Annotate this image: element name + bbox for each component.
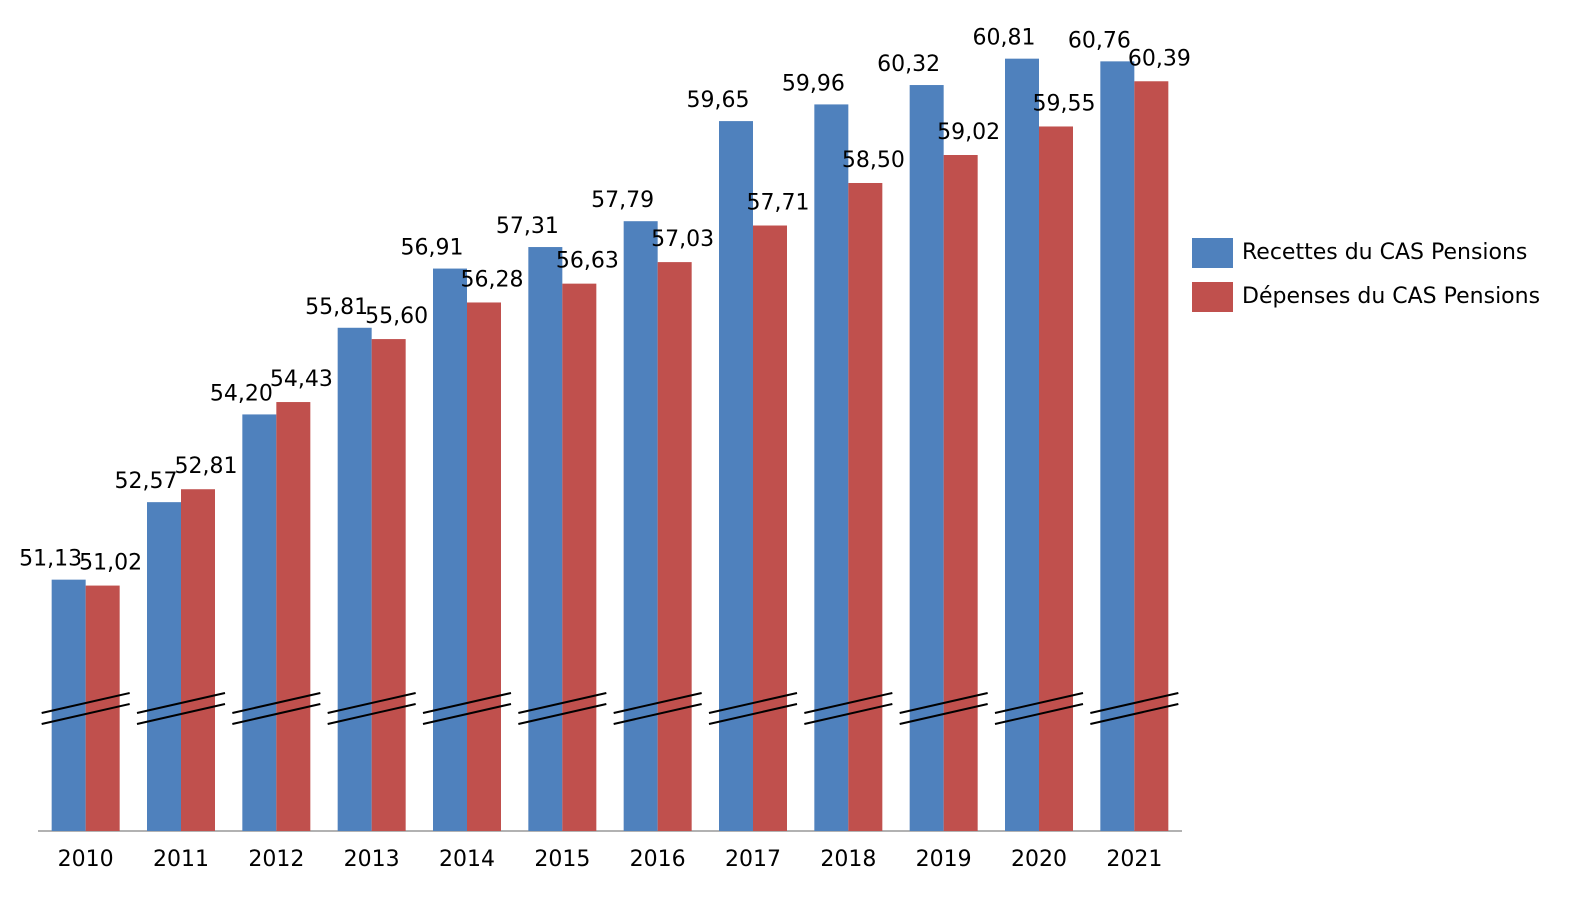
value-label: 59,65	[687, 88, 750, 113]
axis-break	[41, 692, 130, 714]
bar	[433, 268, 467, 831]
x-tick-label: 2010	[58, 847, 114, 872]
bar	[943, 155, 978, 831]
x-tick-label: 2011	[153, 847, 209, 872]
value-label: 51,02	[79, 551, 142, 576]
bar	[147, 502, 181, 831]
axis-break	[994, 692, 1084, 714]
legend-swatch	[1192, 282, 1233, 312]
legend-swatch	[1192, 238, 1233, 268]
x-tick-label: 2021	[1106, 847, 1162, 872]
value-label: 57,79	[591, 188, 654, 213]
value-label: 54,20	[210, 381, 273, 406]
bar	[909, 85, 944, 831]
value-label: 52,57	[115, 469, 178, 494]
value-label: 54,43	[270, 367, 333, 392]
bar	[562, 283, 597, 831]
axis-break	[613, 703, 702, 725]
axis-break	[518, 703, 607, 725]
value-label: 57,31	[496, 214, 559, 239]
axis-break	[232, 692, 321, 714]
value-label: 57,71	[747, 191, 810, 216]
bar	[528, 247, 563, 832]
axis-break	[708, 692, 798, 714]
x-tick-label: 2015	[534, 847, 590, 872]
axis-break	[899, 692, 988, 714]
bar	[657, 262, 692, 831]
bar	[1100, 61, 1135, 832]
axis-break	[708, 703, 798, 725]
value-label: 56,91	[401, 236, 464, 261]
bar	[242, 414, 277, 831]
axis-break	[613, 692, 702, 714]
axis-break	[136, 703, 226, 725]
bar	[719, 121, 753, 832]
bar	[1039, 126, 1073, 831]
value-label: 52,81	[175, 454, 238, 479]
value-label: 55,60	[365, 304, 428, 329]
bar	[814, 104, 849, 832]
axis-break	[899, 703, 988, 725]
value-label: 51,13	[19, 547, 82, 572]
value-label: 60,39	[1128, 46, 1191, 71]
legend-label: Dépenses du CAS Pensions	[1242, 284, 1540, 309]
bar	[371, 339, 406, 831]
value-label: 56,28	[461, 267, 524, 292]
value-label: 59,96	[782, 71, 845, 96]
bar	[623, 221, 658, 831]
x-tick-label: 2016	[630, 847, 686, 872]
axis-break	[422, 703, 512, 725]
axis-break	[232, 703, 321, 725]
axis-break	[422, 692, 512, 714]
x-tick-label: 2017	[725, 847, 781, 872]
axis-break	[327, 703, 416, 725]
axis-break	[518, 692, 607, 714]
x-tick-label: 2020	[1011, 847, 1067, 872]
axis-break	[136, 692, 226, 714]
bar	[467, 302, 501, 831]
axis-break	[804, 703, 893, 725]
axis-break	[327, 692, 416, 714]
axis-break	[994, 703, 1084, 725]
x-tick-label: 2012	[248, 847, 304, 872]
value-label: 55,81	[305, 295, 368, 320]
legend-label: Recettes du CAS Pensions	[1242, 240, 1527, 265]
bar	[753, 225, 787, 832]
x-tick-label: 2013	[344, 847, 400, 872]
value-label: 60,76	[1068, 28, 1131, 53]
axis-break	[804, 692, 893, 714]
value-label: 59,02	[937, 120, 1000, 145]
axis-break	[1090, 703, 1179, 725]
value-label: 59,55	[1033, 91, 1096, 116]
axis-break	[1090, 692, 1179, 714]
value-label: 56,63	[556, 249, 619, 274]
value-label: 60,81	[973, 26, 1036, 51]
x-tick-label: 2018	[820, 847, 876, 872]
bar	[181, 489, 215, 831]
bar	[1134, 81, 1169, 831]
axis-break	[41, 703, 130, 725]
bar	[1005, 58, 1039, 831]
bar	[276, 402, 311, 831]
bar	[337, 327, 372, 831]
bar	[848, 182, 883, 831]
x-tick-label: 2019	[916, 847, 972, 872]
value-label: 57,03	[651, 227, 714, 252]
value-label: 60,32	[877, 52, 940, 77]
value-label: 58,50	[842, 148, 905, 173]
bar	[51, 579, 86, 831]
x-tick-label: 2014	[439, 847, 495, 872]
